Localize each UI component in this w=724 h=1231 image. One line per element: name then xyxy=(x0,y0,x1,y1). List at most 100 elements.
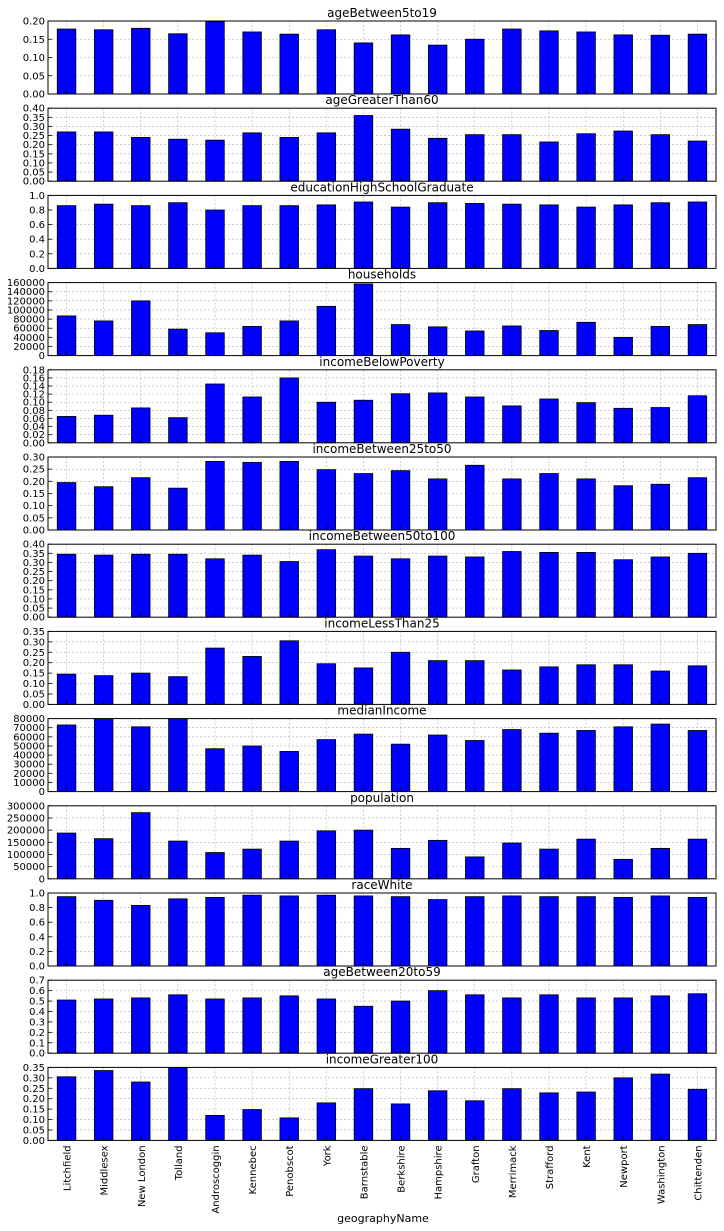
plot-frame xyxy=(47,979,717,1054)
subplot-panels: ageBetween5to190.000.050.100.150.20ageGr… xyxy=(7,6,717,1147)
bar xyxy=(316,29,337,95)
bar xyxy=(613,1077,633,1141)
y-tick-label: 0.2 xyxy=(29,249,45,260)
bar xyxy=(390,651,411,705)
bar xyxy=(650,847,671,880)
bar xyxy=(56,1076,77,1141)
x-tick-label: Newport xyxy=(619,1145,630,1187)
bar xyxy=(576,31,596,95)
plot-area xyxy=(48,893,716,966)
bar xyxy=(353,42,374,95)
y-tick-label: 100000 xyxy=(7,305,45,316)
bar xyxy=(56,205,77,269)
y-tick-label: 0.0 xyxy=(29,264,45,275)
y-tick-label: 0.05 xyxy=(23,71,45,82)
bar xyxy=(502,729,522,792)
bar xyxy=(242,396,262,444)
bar xyxy=(465,896,485,967)
subplot-panel: incomeGreater100 0.000.050.100.150.200.25… xyxy=(23,1052,717,1147)
bar xyxy=(205,139,225,182)
bar xyxy=(539,473,559,531)
x-tick-label: New London xyxy=(137,1145,148,1207)
y-tick-label: 0.4 xyxy=(29,1007,45,1018)
bar xyxy=(390,128,411,182)
plot-frame xyxy=(47,194,717,269)
y-tick-label: 70000 xyxy=(13,723,45,734)
subplot-panel: educationHighSchoolGraduate 0.0 0.2 0.4 0.6 0… xyxy=(29,180,717,275)
y-tick-label: 0.15 xyxy=(23,149,45,160)
bar xyxy=(205,896,225,967)
bar xyxy=(353,283,374,356)
y-tick-label: 0.25 xyxy=(23,648,45,659)
bar xyxy=(390,1103,411,1141)
y-tick-label: 0.16 xyxy=(23,373,45,384)
bar xyxy=(687,324,708,357)
bar xyxy=(613,997,633,1054)
plot-frame xyxy=(47,369,717,444)
bar xyxy=(390,847,411,880)
plot-frame xyxy=(47,805,717,880)
panel-title: ageBetween5to19 xyxy=(327,6,437,20)
subplot-panel: incomeBelowPoverty0.000.020.040.060.080.… xyxy=(23,355,717,449)
bar xyxy=(242,132,262,182)
bar xyxy=(613,559,633,618)
y-tick-label: 0.6 xyxy=(29,986,45,997)
bar xyxy=(613,407,633,444)
y-tick-label: 0.25 xyxy=(23,1084,45,1095)
bar xyxy=(576,321,596,357)
bar xyxy=(427,1090,448,1141)
bar xyxy=(502,203,522,269)
bar xyxy=(168,487,188,531)
panel-title: incomeBelowPoverty xyxy=(319,355,444,369)
bar xyxy=(131,407,151,444)
bar xyxy=(316,739,337,793)
bar xyxy=(279,205,299,269)
bar xyxy=(465,660,485,705)
subplot-panel: ageBetween5to19 0.00 0.05 0.10 0.15 0.20 xyxy=(23,6,717,101)
bar xyxy=(353,399,374,444)
bar xyxy=(390,558,411,618)
panel-title: incomeGreater100 xyxy=(326,1052,439,1066)
bar xyxy=(93,486,114,531)
y-tick-label: 20000 xyxy=(13,342,45,353)
panel-title: educationHighSchoolGraduate xyxy=(290,180,473,194)
plot-area xyxy=(48,980,716,1054)
bar xyxy=(465,396,485,444)
bar xyxy=(168,994,188,1054)
bar xyxy=(502,997,522,1054)
y-tick-label: 0.05 xyxy=(23,168,45,179)
bar xyxy=(465,556,485,618)
plot-area xyxy=(48,369,716,443)
y-tick-label: 0.4 xyxy=(29,235,45,246)
y-tick-label: 0.1 xyxy=(29,1038,45,1049)
y-tick-label: 0.05 xyxy=(23,604,45,615)
bar xyxy=(687,552,708,618)
bar xyxy=(131,997,151,1054)
y-tick-label: 0 xyxy=(39,351,45,362)
y-tick-label: 120000 xyxy=(7,296,45,307)
bar xyxy=(390,324,411,357)
x-axis-label: geographyName xyxy=(337,1212,429,1225)
y-tick-label: 0.00 xyxy=(23,438,45,449)
plot-frame xyxy=(47,282,717,357)
bar xyxy=(353,667,374,705)
bar xyxy=(56,673,77,705)
x-tick-label: Washington xyxy=(656,1145,667,1204)
bar xyxy=(539,896,559,967)
bar xyxy=(131,812,151,880)
bar xyxy=(427,839,448,880)
bar xyxy=(56,482,77,531)
x-tick-label: Hampshire xyxy=(434,1145,445,1199)
y-tick-label: 0.06 xyxy=(23,414,45,425)
bar xyxy=(687,896,708,967)
bar xyxy=(168,553,188,618)
bar xyxy=(242,745,262,792)
bar xyxy=(427,555,448,618)
y-tick-label: 0.10 xyxy=(23,158,45,169)
y-tick-label: 0.10 xyxy=(23,53,45,64)
bar xyxy=(390,34,411,95)
bar xyxy=(502,405,522,444)
bar xyxy=(279,640,299,705)
